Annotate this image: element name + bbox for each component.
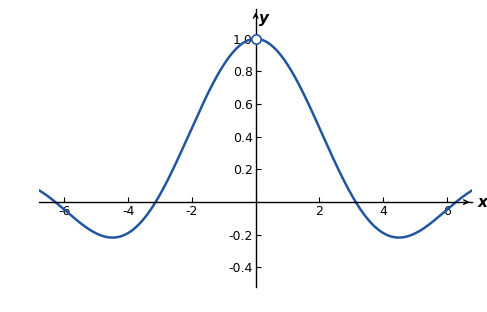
Point: [252, 36, 260, 41]
Text: x: x: [477, 195, 487, 210]
Text: y: y: [260, 11, 269, 26]
